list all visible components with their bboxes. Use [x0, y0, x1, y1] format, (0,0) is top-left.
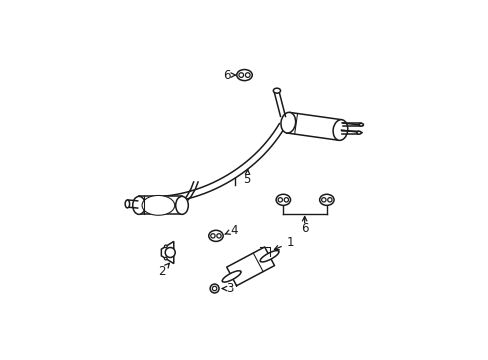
Circle shape [164, 245, 167, 248]
Ellipse shape [319, 194, 333, 205]
Ellipse shape [175, 196, 188, 214]
Circle shape [164, 257, 167, 260]
Text: 2: 2 [158, 263, 169, 278]
Circle shape [216, 234, 221, 238]
Polygon shape [286, 112, 341, 140]
Polygon shape [161, 242, 173, 264]
Ellipse shape [358, 123, 363, 126]
Text: 6: 6 [223, 68, 236, 82]
Circle shape [321, 198, 325, 202]
Ellipse shape [132, 196, 145, 214]
Circle shape [245, 73, 249, 77]
Text: 1: 1 [274, 236, 294, 250]
Circle shape [210, 234, 215, 238]
Circle shape [239, 73, 243, 77]
Circle shape [165, 247, 175, 257]
Circle shape [212, 286, 216, 291]
Ellipse shape [356, 131, 361, 134]
Circle shape [278, 198, 282, 202]
FancyBboxPatch shape [139, 196, 182, 214]
Ellipse shape [281, 112, 295, 133]
Polygon shape [226, 247, 274, 286]
Ellipse shape [208, 230, 223, 242]
Text: 5: 5 [243, 170, 250, 185]
Ellipse shape [273, 88, 280, 93]
Text: 3: 3 [222, 282, 233, 295]
Circle shape [327, 198, 331, 202]
Text: 6: 6 [300, 222, 308, 235]
Ellipse shape [260, 251, 279, 262]
Ellipse shape [142, 195, 174, 215]
Circle shape [210, 284, 219, 293]
Ellipse shape [222, 271, 241, 282]
Text: 4: 4 [224, 224, 237, 237]
Ellipse shape [236, 69, 252, 81]
Ellipse shape [332, 120, 347, 140]
Ellipse shape [276, 194, 290, 205]
Ellipse shape [125, 200, 129, 208]
Circle shape [284, 198, 288, 202]
